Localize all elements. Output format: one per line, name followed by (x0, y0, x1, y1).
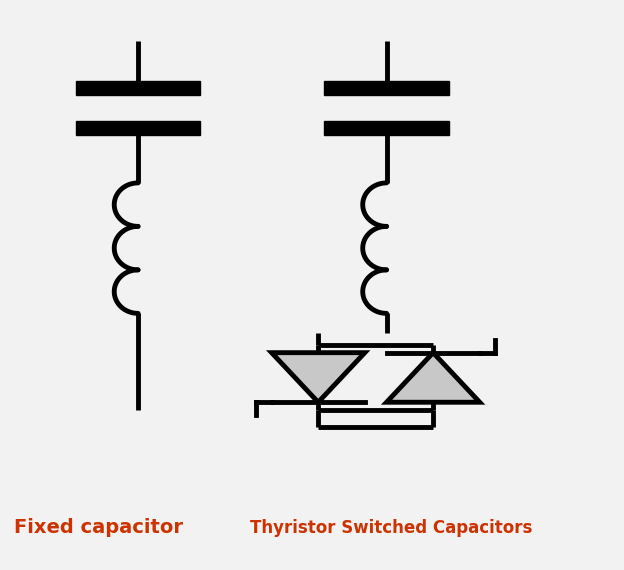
Text: Thyristor Switched Capacitors: Thyristor Switched Capacitors (250, 519, 532, 538)
Bar (324, 120, 449, 135)
Bar (76, 120, 200, 135)
Text: Fixed capacitor: Fixed capacitor (14, 518, 183, 538)
Bar (76, 81, 200, 95)
Polygon shape (271, 353, 365, 402)
Bar (324, 81, 449, 95)
Polygon shape (386, 353, 480, 402)
